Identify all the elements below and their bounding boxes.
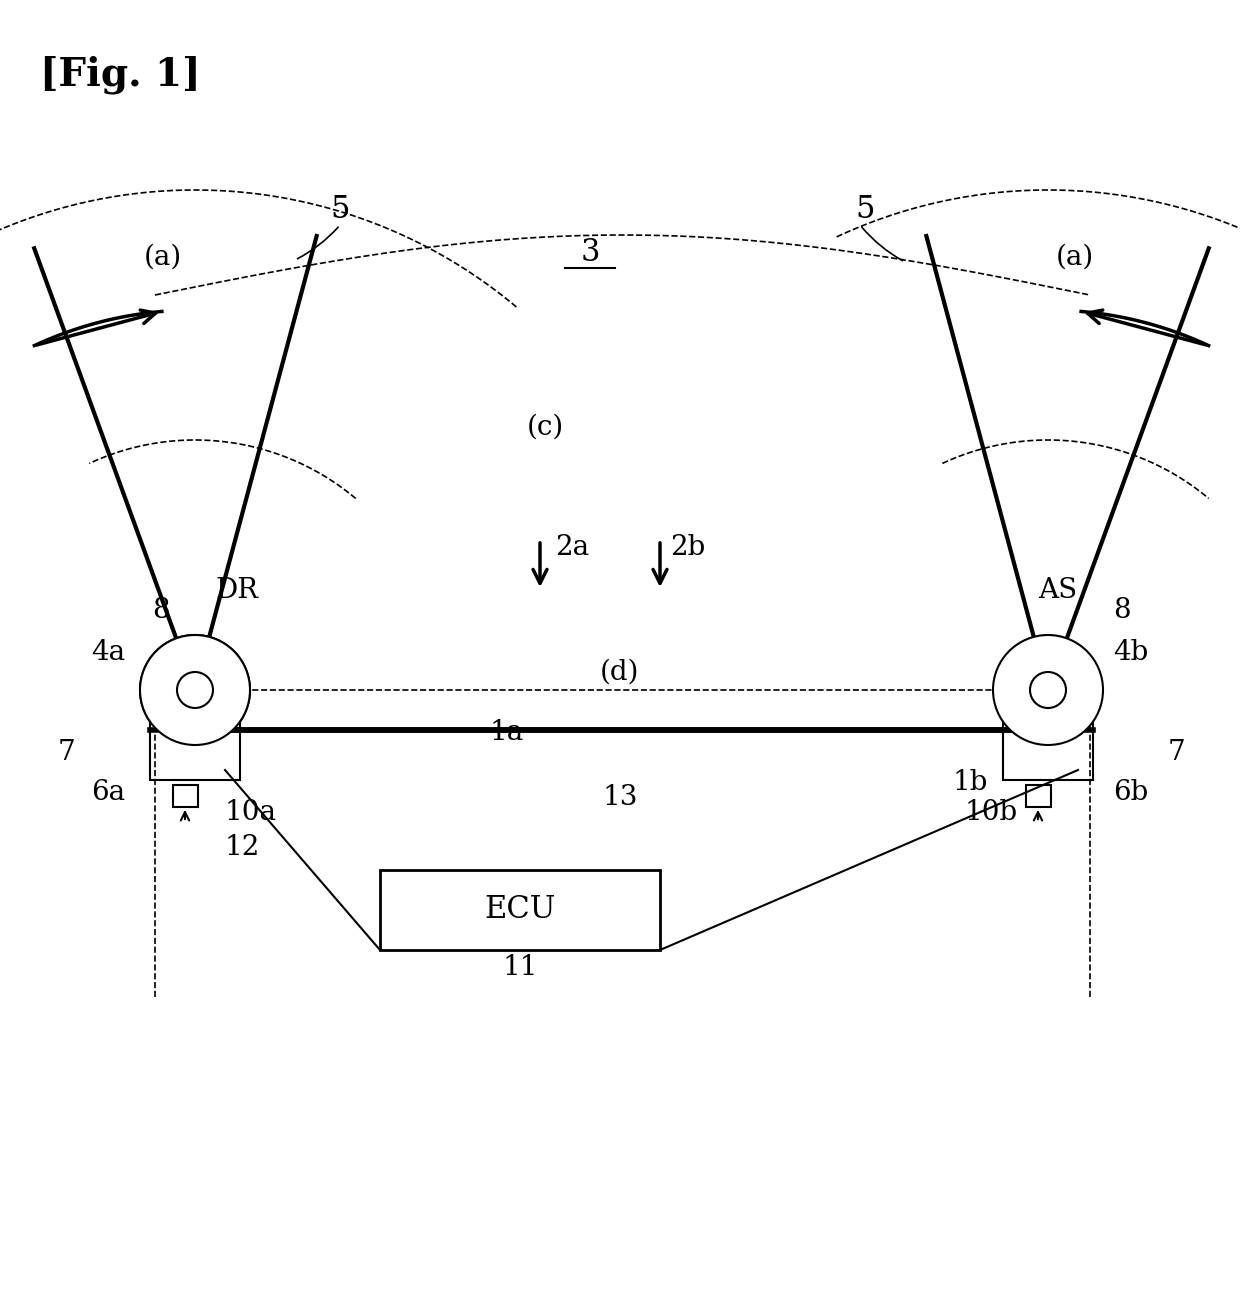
Text: 2a: 2a [556, 534, 589, 561]
Text: ECU: ECU [485, 894, 556, 925]
Text: 5: 5 [856, 194, 874, 225]
Text: 8: 8 [1114, 597, 1131, 624]
Text: (d): (d) [600, 659, 640, 686]
Text: (a): (a) [144, 244, 182, 271]
Text: 11: 11 [502, 953, 538, 981]
Text: AS: AS [1038, 578, 1078, 603]
Text: 4a: 4a [91, 640, 125, 665]
Text: 13: 13 [603, 784, 637, 811]
Text: 8: 8 [153, 597, 170, 624]
Bar [379, 870, 660, 950]
Text: 12: 12 [224, 835, 260, 860]
Text: 4b: 4b [1114, 640, 1148, 665]
Text: 7: 7 [1168, 739, 1185, 766]
Text: 6a: 6a [91, 779, 125, 806]
Text: 10a: 10a [224, 798, 277, 826]
Text: 7: 7 [57, 739, 74, 766]
Text: 1a: 1a [490, 720, 525, 745]
Text: 10b: 10b [965, 798, 1018, 826]
Circle shape [140, 634, 250, 745]
Bar [174, 786, 198, 808]
Text: 3: 3 [580, 236, 600, 267]
Bar [1025, 786, 1052, 808]
Circle shape [1030, 672, 1066, 708]
Circle shape [177, 672, 213, 708]
Bar [1003, 711, 1092, 780]
Text: (c): (c) [526, 413, 564, 441]
Text: 2b: 2b [670, 534, 706, 561]
Text: (a): (a) [1056, 244, 1094, 271]
Circle shape [993, 634, 1104, 745]
Text: 1b: 1b [952, 769, 988, 796]
Text: DR: DR [215, 578, 258, 603]
Text: 6b: 6b [1114, 779, 1148, 806]
Text: [Fig. 1]: [Fig. 1] [40, 56, 201, 93]
Bar [150, 711, 241, 780]
Text: 5: 5 [330, 194, 350, 225]
